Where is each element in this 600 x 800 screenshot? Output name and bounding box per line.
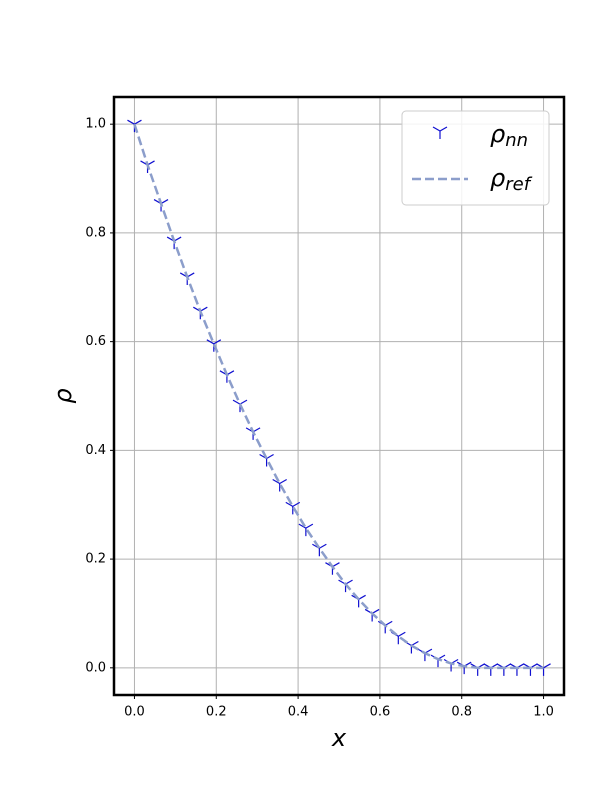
- x-tick-label: 1.0: [533, 705, 554, 720]
- x-tick-label: 0.8: [451, 705, 472, 720]
- x-tick-label: 0.4: [288, 705, 309, 720]
- legend-box: [401, 110, 550, 206]
- y-tick-label: 0.4: [85, 443, 106, 458]
- x-axis-label: x: [331, 724, 347, 752]
- legend-label: ρref: [490, 164, 533, 195]
- legend-marker: [432, 126, 448, 139]
- marker: [509, 663, 525, 676]
- x-tick-label: 0.6: [370, 705, 391, 720]
- marker: [496, 663, 512, 676]
- x-tick-label: 0.0: [124, 705, 145, 720]
- marker: [338, 579, 353, 593]
- y-tick-label: 0.0: [85, 660, 106, 675]
- x-tick-label: 0.2: [206, 705, 227, 720]
- marker: [523, 663, 538, 676]
- legend-label: ρnn: [490, 120, 528, 151]
- marker: [285, 501, 301, 515]
- marker: [364, 608, 380, 622]
- marker: [483, 663, 499, 676]
- y-tick-label: 0.8: [85, 225, 106, 240]
- legend-subscript: nn: [505, 130, 528, 151]
- marker: [298, 523, 314, 537]
- legend-name: ρ: [490, 164, 505, 192]
- marker: [430, 654, 446, 668]
- legend-subscript: ref: [505, 174, 532, 195]
- marker: [272, 479, 287, 492]
- y-tick-label: 0.2: [85, 552, 106, 567]
- axes-frame: [112, 95, 566, 697]
- y-axis-label: ρ: [49, 388, 77, 403]
- y-tick-label: 1.0: [85, 117, 106, 132]
- marker: [470, 663, 485, 676]
- line-series: [133, 123, 544, 670]
- y-tick-label: 0.6: [85, 334, 106, 349]
- legend-name: ρ: [490, 120, 505, 148]
